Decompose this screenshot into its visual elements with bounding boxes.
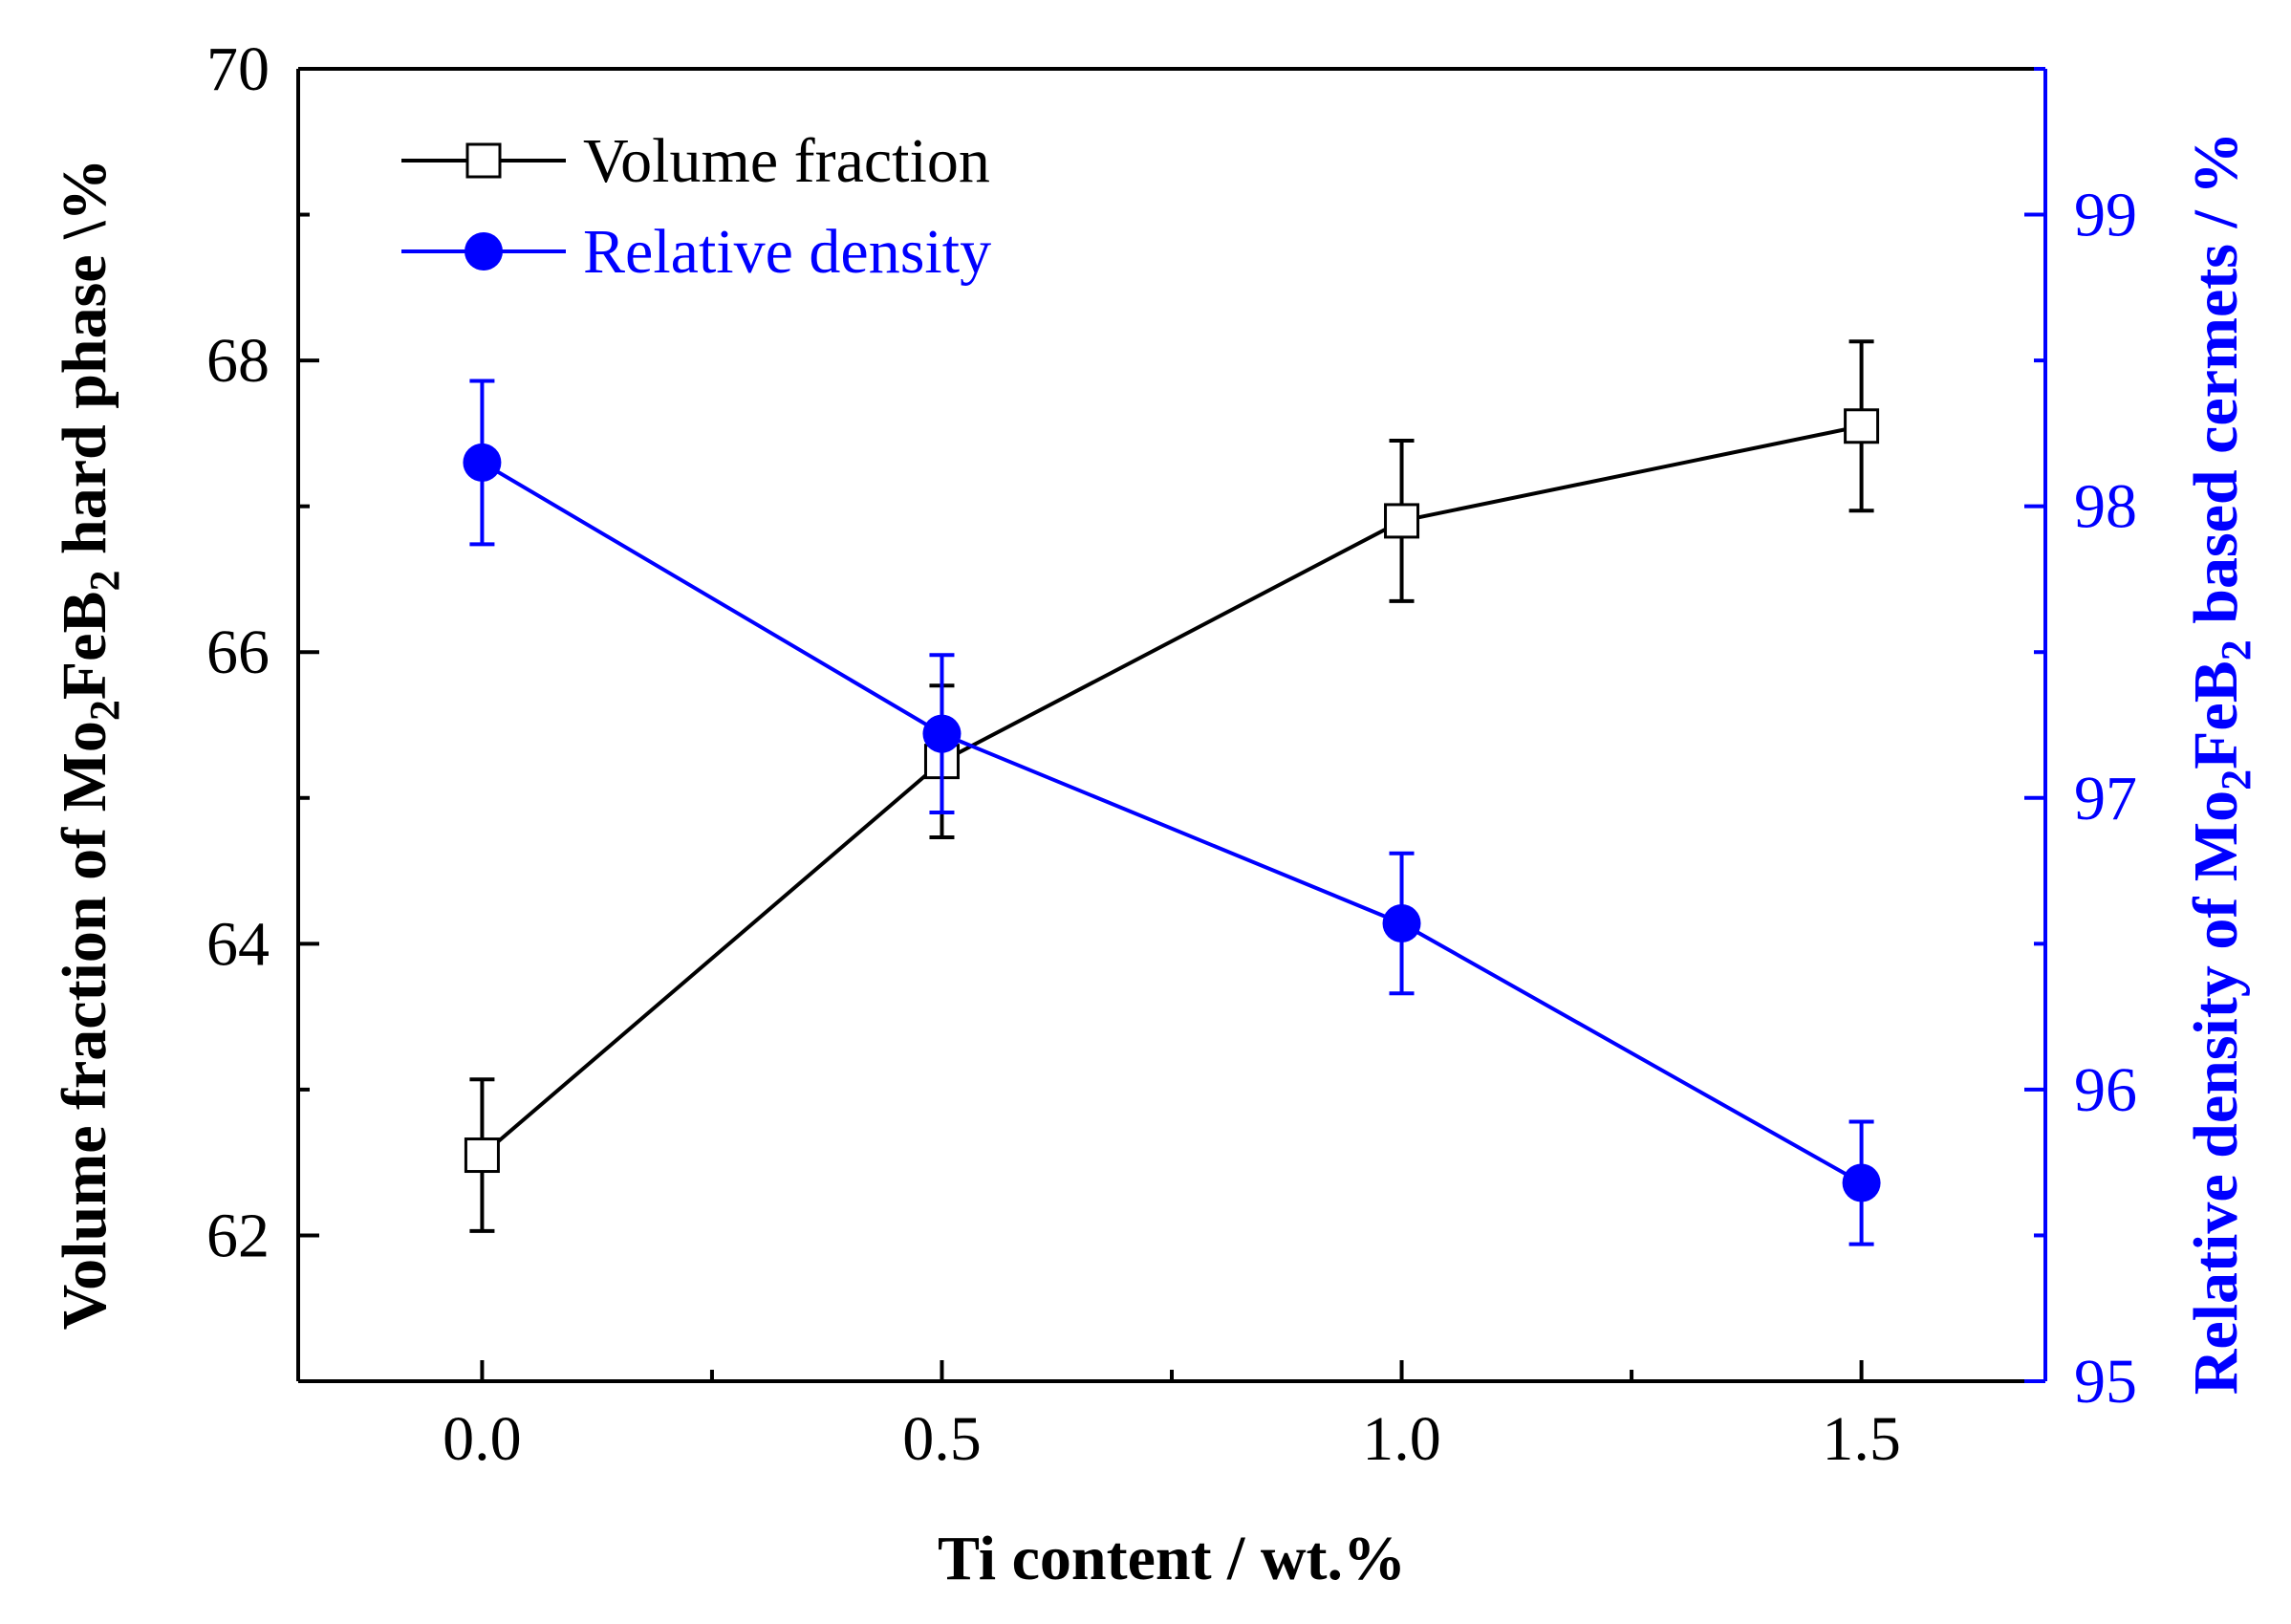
x-tick-label: 0.5 — [902, 1404, 982, 1474]
data-point — [1842, 1163, 1881, 1202]
legend: Volume fraction Relative density — [401, 126, 991, 287]
y-right-title-prefix: Relative density of Mo — [2181, 790, 2251, 1395]
legend-marker — [465, 142, 502, 179]
y-right-tick-label: 97 — [2074, 764, 2137, 834]
x-axis-title: Ti content / wt.% — [938, 1524, 1406, 1593]
y-right-title-sub2: 2 — [2213, 639, 2259, 660]
data-point — [463, 443, 502, 482]
series-line — [481, 423, 1862, 1158]
data-point — [464, 1137, 500, 1174]
y-left-title-mid: FeB — [50, 592, 119, 701]
x-tick-label: 0.0 — [443, 1404, 522, 1474]
y-right-axis-title: Relative density of Mo2FeB2 based cermet… — [2181, 132, 2259, 1396]
y-left-tick-label: 64 — [206, 909, 270, 979]
y-right-tick-label: 96 — [2074, 1055, 2137, 1125]
series-relative-density — [463, 379, 1881, 1246]
plot-area — [296, 67, 2047, 1383]
legend-entry: Volume fraction — [401, 126, 990, 196]
legend-marker — [465, 232, 503, 271]
data-point — [1382, 903, 1421, 942]
y-left-title-suffix: hard phase \% — [50, 159, 119, 571]
y-left-axis-title: Volume fraction of Mo2FeB2 hard phase \% — [50, 159, 128, 1331]
x-tick-label: 1.0 — [1362, 1404, 1441, 1474]
series-layer — [463, 339, 1881, 1246]
legend-label: Relative density — [583, 217, 991, 287]
y-right-tick-label: 95 — [2074, 1347, 2137, 1417]
data-point — [922, 714, 962, 753]
y-left-tick-label: 66 — [206, 617, 270, 687]
y-left-tick-label: 68 — [206, 326, 270, 396]
y-right-tick-label: 99 — [2074, 181, 2137, 250]
y-right-title-mid: FeB — [2181, 660, 2251, 769]
ticks-layer: 0.0 0.5 1.0 1.5 62 64 66 68 70 95 96 97 98 99 — [206, 34, 2137, 1474]
data-point — [1384, 503, 1420, 539]
y-left-tick-label: 62 — [206, 1201, 270, 1270]
legend-entry: Relative density — [401, 217, 991, 287]
y-right-tick-label: 98 — [2074, 472, 2137, 542]
data-point — [1844, 408, 1880, 444]
x-tick-label: 1.5 — [1822, 1404, 1901, 1474]
y-left-tick-label: 70 — [206, 34, 270, 104]
y-left-title-sub1: 2 — [81, 700, 128, 721]
y-left-title-prefix: Volume fraction of Mo — [50, 721, 119, 1330]
legend-label: Volume fraction — [583, 126, 990, 196]
y-left-title-sub2: 2 — [81, 571, 128, 592]
series-line — [481, 461, 1863, 1185]
y-right-title-sub1: 2 — [2213, 769, 2259, 790]
y-right-title-suffix: based cermets / % — [2181, 132, 2251, 640]
series-volume-fraction — [464, 339, 1880, 1233]
